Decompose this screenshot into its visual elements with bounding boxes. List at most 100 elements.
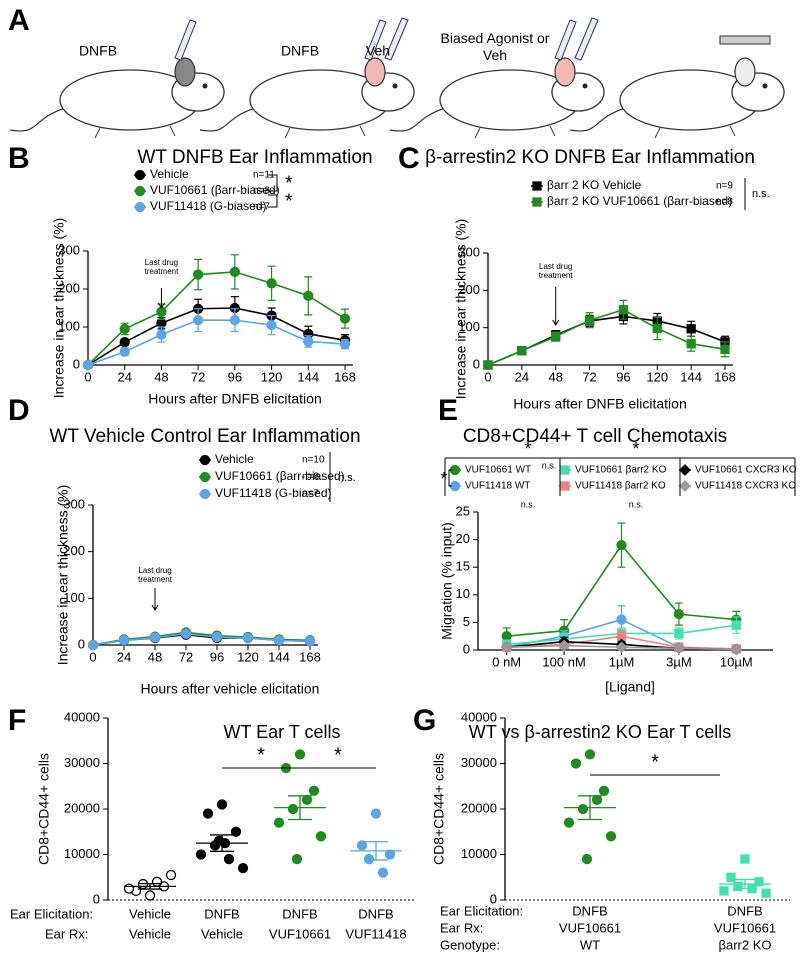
x-tick-label: 96 bbox=[210, 649, 224, 664]
marker bbox=[740, 854, 750, 864]
legend-n: n=10 bbox=[302, 455, 325, 466]
marker bbox=[679, 464, 691, 476]
y-tick-label: 200 bbox=[58, 280, 80, 295]
marker bbox=[605, 831, 617, 842]
x-tick-label: 48 bbox=[148, 649, 162, 664]
y-axis-label: CD8+CD44+ cells bbox=[431, 753, 447, 865]
x-tick-label: 24 bbox=[117, 649, 131, 664]
group-label: DNFB bbox=[727, 903, 762, 918]
marker bbox=[686, 324, 696, 334]
marker bbox=[216, 799, 228, 810]
marker bbox=[199, 488, 211, 500]
y-tick-label: 0 bbox=[473, 356, 480, 371]
bracket bbox=[268, 194, 278, 208]
legend-label: Vehicle bbox=[150, 167, 189, 181]
mouse-leg bbox=[549, 125, 556, 137]
y-tick-label: 300 bbox=[58, 242, 80, 257]
marker bbox=[151, 876, 163, 887]
marker bbox=[291, 853, 303, 865]
x-tick-label: 0 bbox=[484, 369, 491, 384]
y-tick-label: 5 bbox=[463, 614, 470, 629]
x-tick-label: 48 bbox=[154, 369, 168, 384]
y-axis-label: Increase in ear thickness (%) bbox=[453, 219, 469, 400]
legend-n: n=9 bbox=[716, 181, 733, 192]
marker bbox=[242, 632, 254, 644]
sem-bar bbox=[288, 795, 312, 821]
x-tick-label: 144 bbox=[268, 649, 290, 664]
row-label: Ear Elicitation: bbox=[440, 903, 523, 918]
y-tick-label: 40000 bbox=[64, 709, 100, 724]
syringe bbox=[384, 17, 409, 61]
chart-title: WT Ear T cells bbox=[223, 722, 340, 742]
marker bbox=[581, 853, 593, 865]
panel-letter: G bbox=[413, 704, 436, 737]
legend-n: n=7 bbox=[253, 202, 270, 213]
marker bbox=[598, 785, 610, 796]
group-label: VUF10661 bbox=[559, 920, 621, 935]
arrow bbox=[158, 288, 165, 309]
series-line bbox=[87, 307, 346, 366]
y-tick-label: 100 bbox=[63, 590, 85, 605]
marker bbox=[308, 785, 320, 796]
mouse-leg bbox=[654, 127, 661, 139]
legend-label: VUF11418 (G-biased) bbox=[150, 199, 267, 213]
significance: * bbox=[334, 744, 342, 766]
marker bbox=[363, 853, 375, 865]
legend-n: n=8 bbox=[302, 472, 319, 483]
series-line bbox=[87, 319, 346, 366]
group-label: WT bbox=[580, 937, 600, 952]
label: Biased Agonist or Veh bbox=[440, 30, 550, 63]
significance: * bbox=[285, 172, 293, 194]
mouse-eye bbox=[582, 83, 588, 89]
marker bbox=[731, 620, 741, 630]
marker bbox=[199, 454, 211, 466]
x-axis-label: Hours after vehicle elicitation bbox=[141, 681, 320, 697]
marker bbox=[273, 817, 285, 828]
row-label: Genotype: bbox=[440, 937, 500, 952]
mouse-eye bbox=[762, 83, 768, 89]
panel-letter: A bbox=[8, 4, 30, 37]
y-tick-label: 20000 bbox=[461, 800, 497, 815]
legend-n: n=11 bbox=[253, 170, 275, 181]
legend-label: βarr 2 KO Vehicle bbox=[547, 178, 642, 192]
legend-label: VUF11418 (G-biased) bbox=[215, 486, 332, 500]
marker bbox=[119, 337, 130, 348]
marker bbox=[149, 632, 161, 643]
legend-n: n=7 bbox=[302, 489, 319, 500]
marker bbox=[156, 318, 167, 329]
y-tick-label: 30000 bbox=[64, 755, 100, 770]
legend-label: VUF11418 CXCR3 KO bbox=[695, 481, 796, 492]
marker bbox=[673, 608, 685, 620]
significance: * bbox=[440, 469, 447, 489]
marker bbox=[144, 890, 156, 901]
mouse-leg bbox=[284, 127, 291, 139]
y-tick-label: 0 bbox=[490, 891, 497, 906]
annotation: Last drug treatment bbox=[138, 566, 172, 584]
series-line bbox=[92, 632, 311, 646]
x-axis-label: Hours after DNFB elicitation bbox=[148, 391, 322, 407]
marker bbox=[570, 758, 582, 769]
y-tick-label: 300 bbox=[458, 244, 480, 259]
x-tick-label: 24 bbox=[515, 369, 529, 384]
x-axis-label: [Ligand] bbox=[605, 679, 655, 695]
arrow bbox=[151, 588, 159, 611]
group-label: Vehicle bbox=[201, 926, 243, 941]
mouse-ear bbox=[734, 57, 756, 87]
y-tick-label: 25 bbox=[456, 503, 470, 518]
x-tick-label: 72 bbox=[179, 649, 193, 664]
marker bbox=[339, 338, 351, 350]
tail bbox=[389, 107, 446, 132]
legend-n: n=8 bbox=[716, 197, 733, 208]
label: Veh bbox=[366, 43, 390, 59]
sem-bar bbox=[138, 882, 162, 890]
marker bbox=[584, 315, 595, 325]
marker bbox=[202, 808, 214, 819]
group-label: Vehicle bbox=[129, 906, 171, 921]
group-label: VUF10661 bbox=[269, 926, 331, 941]
y-axis-label: Migration (% input) bbox=[439, 522, 455, 640]
marker bbox=[577, 803, 589, 815]
y-tick-label: 15 bbox=[456, 559, 470, 574]
x-tick-label: 168 bbox=[714, 369, 736, 384]
tail bbox=[9, 107, 66, 132]
x-tick-label: 48 bbox=[548, 369, 562, 384]
